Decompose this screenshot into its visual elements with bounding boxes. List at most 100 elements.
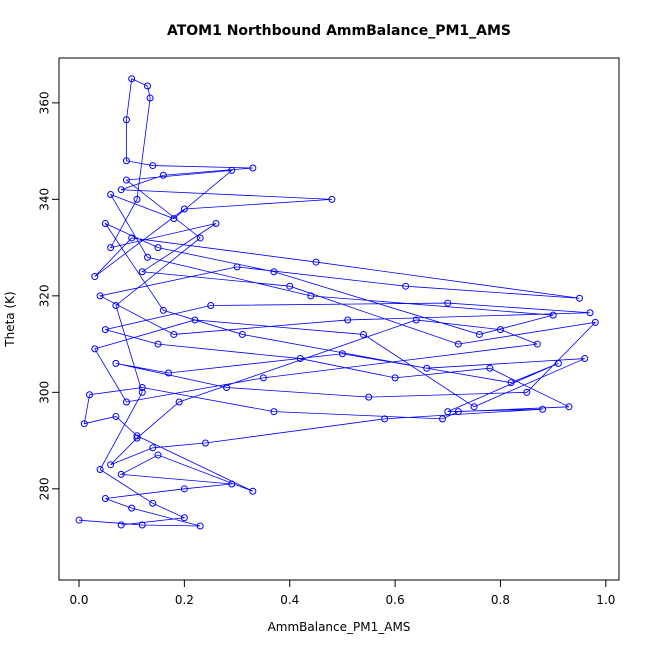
- data-point: [112, 301, 120, 309]
- data-point: [554, 359, 562, 367]
- x-tick-label: 0.4: [280, 593, 299, 607]
- data-point: [228, 166, 236, 174]
- x-tick-label: 0.6: [386, 593, 405, 607]
- data-point: [112, 359, 120, 367]
- data-point: [117, 186, 125, 194]
- data-point: [286, 282, 294, 290]
- data-point: [91, 345, 99, 353]
- data-point: [170, 330, 178, 338]
- data-point: [122, 398, 130, 406]
- data-point: [238, 330, 246, 338]
- data-point: [107, 191, 115, 199]
- data-point: [101, 326, 109, 334]
- x-axis-label: AmmBalance_PM1_AMS: [268, 620, 411, 634]
- data-point: [496, 326, 504, 334]
- data-point: [581, 355, 589, 363]
- data-point: [128, 234, 136, 242]
- data-point: [539, 405, 547, 413]
- y-tick-label: 320: [38, 284, 52, 307]
- data-point: [75, 516, 83, 524]
- data-point: [575, 294, 583, 302]
- data-point: [591, 318, 599, 326]
- data-point: [133, 434, 141, 442]
- data-point: [101, 219, 109, 227]
- data-point: [312, 258, 320, 266]
- data-point: [80, 420, 88, 428]
- data-point: [228, 480, 236, 488]
- data-point: [180, 514, 188, 522]
- data-point: [133, 195, 141, 203]
- data-point: [146, 94, 154, 102]
- data-point: [107, 461, 115, 469]
- data-point: [586, 309, 594, 317]
- y-tick-label: 300: [38, 381, 52, 404]
- data-point: [338, 350, 346, 358]
- data-point: [138, 268, 146, 276]
- data-point: [470, 403, 478, 411]
- chart-title: ATOM1 Northbound AmmBalance_PM1_AMS: [167, 23, 511, 39]
- y-tick-label: 360: [38, 91, 52, 114]
- data-point: [96, 292, 104, 300]
- data-point: [391, 374, 399, 382]
- x-tick-label: 0.8: [491, 593, 510, 607]
- data-point: [549, 311, 557, 319]
- data-point: [154, 244, 162, 252]
- data-point: [359, 330, 367, 338]
- data-point: [144, 253, 152, 261]
- data-point: [196, 234, 204, 242]
- y-tick-label: 340: [38, 188, 52, 211]
- data-point: [91, 273, 99, 281]
- data-point: [149, 444, 157, 452]
- data-point: [423, 364, 431, 372]
- data-point: [149, 499, 157, 507]
- data-point: [207, 301, 215, 309]
- data-point: [180, 205, 188, 213]
- data-point: [212, 219, 220, 227]
- data-point: [196, 522, 204, 530]
- data-point: [365, 393, 373, 401]
- data-point: [154, 340, 162, 348]
- data-point: [191, 316, 199, 324]
- data-point: [533, 340, 541, 348]
- data-point: [328, 195, 336, 203]
- data-point: [270, 268, 278, 276]
- data-point: [444, 408, 452, 416]
- data-line: [78, 78, 597, 527]
- data-point: [439, 415, 447, 423]
- data-point: [112, 412, 120, 420]
- data-point: [154, 451, 162, 459]
- data-point: [565, 403, 573, 411]
- data-point: [270, 408, 278, 416]
- data-point: [249, 164, 257, 172]
- data-point: [454, 408, 462, 416]
- data-point: [128, 75, 136, 83]
- data-point: [486, 364, 494, 372]
- data-point: [117, 521, 125, 529]
- data-point: [149, 162, 157, 170]
- data-point: [233, 263, 241, 271]
- data-point: [523, 388, 531, 396]
- data-point: [412, 316, 420, 324]
- data-point: [165, 369, 173, 377]
- data-point: [507, 379, 515, 387]
- data-point: [175, 398, 183, 406]
- x-tick-label: 0.2: [175, 593, 194, 607]
- data-point: [138, 521, 146, 529]
- data-point: [307, 292, 315, 300]
- data-point: [122, 116, 130, 124]
- data-point: [402, 282, 410, 290]
- data-point: [475, 330, 483, 338]
- data-point: [117, 470, 125, 478]
- data-point: [159, 306, 167, 314]
- data-point: [101, 494, 109, 502]
- data-point: [201, 439, 209, 447]
- data-point: [159, 171, 167, 179]
- data-point: [122, 157, 130, 165]
- data-point: [138, 384, 146, 392]
- y-axis-label: Theta (K): [3, 291, 17, 347]
- data-point: [128, 504, 136, 512]
- data-point: [259, 374, 267, 382]
- data-point: [344, 316, 352, 324]
- data-point: [86, 391, 94, 399]
